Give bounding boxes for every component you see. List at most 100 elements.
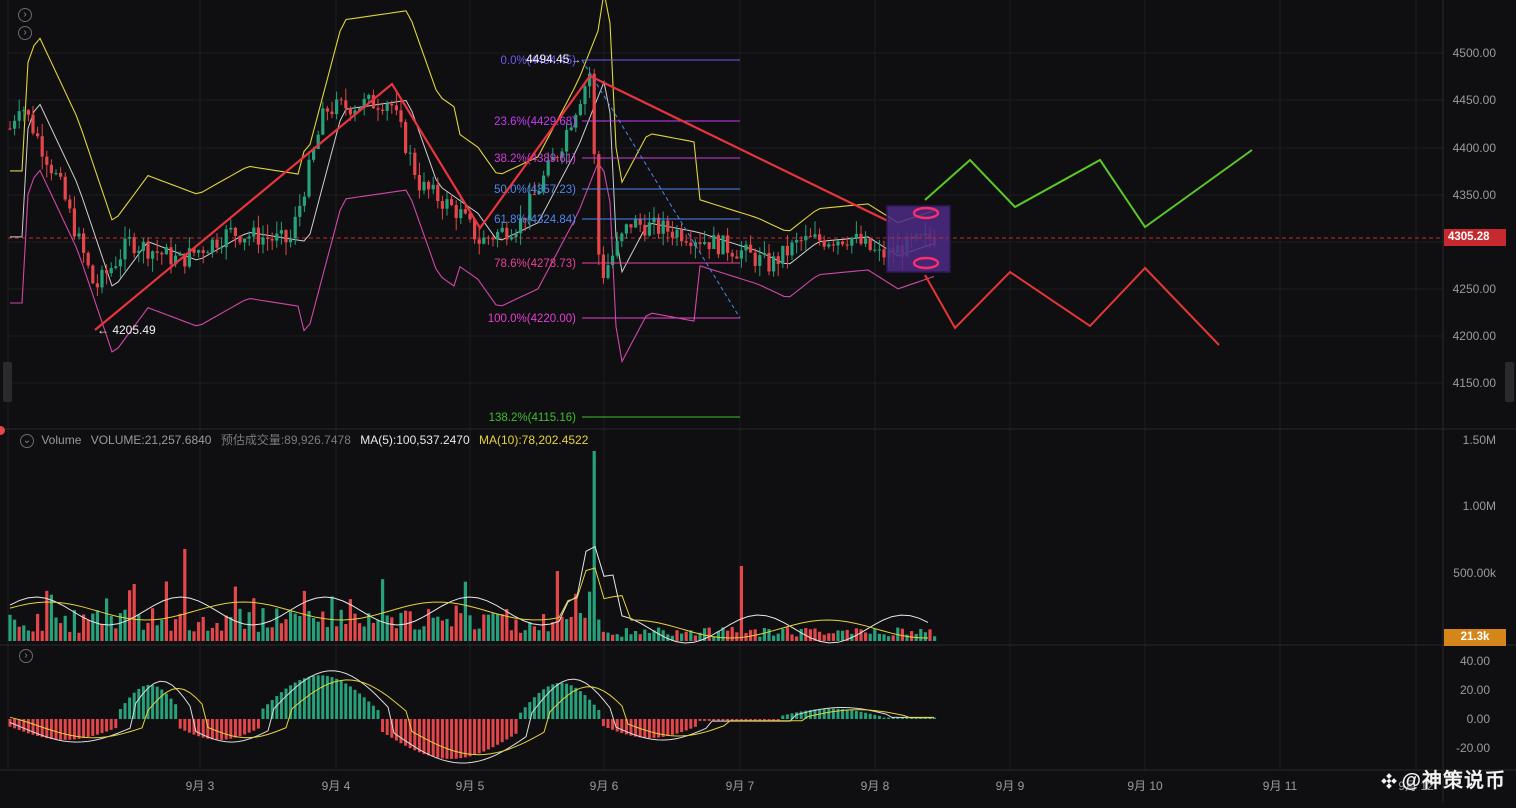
macd-histogram-bar [40,719,44,738]
candle-body [468,213,472,220]
macd-histogram-bar [661,719,665,737]
price-tick: 4450.00 [1453,93,1497,107]
volume-bar [482,614,486,641]
chevron-down-icon[interactable]: ⌄ [20,433,34,448]
volume-bar [684,631,688,641]
candle-body [155,251,159,253]
macd-histogram-bar [776,719,780,721]
candle-body [376,108,380,110]
macd-histogram-bar [928,717,932,719]
macd-histogram-bar [261,708,265,719]
volume-bar [233,586,237,641]
macd-histogram-bar [716,719,720,721]
candle-body [491,238,495,240]
volume-bar [721,627,725,641]
volume-bar [643,629,647,641]
volume-bar [371,622,375,641]
volume-bar [565,619,569,641]
macd-histogram-bar [611,719,615,730]
macd-histogram-bar [82,719,86,739]
candle-body [532,194,536,196]
collapse-icon[interactable]: › [18,8,32,22]
candle-body [146,241,150,259]
macd-histogram-bar [730,719,734,721]
candle-body [496,231,500,240]
candle-body [206,252,210,254]
volume-bar [229,616,233,641]
fibonacci-retracement: 0.0%(4494.45) 23.6%(4429.68) 38.2%(4389.61… [488,55,741,424]
macd-tick: -20.00 [1456,741,1490,755]
volume-bar [63,615,67,641]
candle-body [450,199,454,206]
candle-body [183,253,187,267]
candle-body [371,94,375,109]
macd-histogram-bar [675,719,679,734]
candle-body [611,255,615,266]
volume-bar [123,609,127,641]
macd-histogram-bar [808,709,812,719]
macd-histogram-bar [256,719,260,729]
candle-body [100,269,104,288]
left-panel-handle[interactable] [3,362,12,402]
macd-histogram-bar [431,719,435,757]
candle-body [850,237,854,246]
macd-histogram-bar [781,715,785,719]
macd-histogram-bar [698,719,702,721]
volume-bar [91,613,95,641]
macd-histogram-bar [169,698,173,719]
macd-histogram-bar [712,719,716,721]
candle-body [693,242,697,246]
volume-bar [105,598,109,641]
volume-bar [8,614,12,641]
candle-body [95,283,99,288]
macd-histogram-bar [26,719,30,734]
right-panel-handle[interactable] [1505,362,1514,402]
macd-histogram-bar [813,709,817,719]
alert-dot [0,426,5,435]
macd-histogram-bar [542,689,546,719]
macd-histogram-bar [17,719,21,731]
candle-body [247,236,251,239]
collapse-icon[interactable]: › [18,26,32,40]
macd-histogram-bar [381,719,385,733]
candle-body [151,251,155,259]
candle-body [859,233,863,244]
macd-histogram-bar [174,704,178,719]
macd-histogram-bar [68,719,72,740]
macd-histogram-bar [109,719,113,730]
price-tick: 4250.00 [1453,282,1497,296]
volume-bar [132,584,136,641]
volume-bar [454,605,458,641]
macd-histogram-bar [923,717,927,719]
volume-bar [302,590,306,641]
volume-bar [836,630,840,641]
candle-body [362,98,366,109]
macd-histogram-bar [519,712,523,719]
candle-body [105,269,109,274]
macd-histogram-bar [643,719,647,738]
volume-bar [445,618,449,641]
candle-body [735,256,739,259]
candle-body [270,239,274,241]
volume-axis: 1.50M 1.00M 500.00k [1453,433,1497,580]
macd-histogram-bar [500,719,504,743]
macd-histogram-bar [749,719,753,721]
time-tick: 9月 11 [1263,779,1298,793]
macd-histogram-bar [551,684,555,719]
candle-body [482,237,486,244]
price-tick: 4500.00 [1453,46,1497,60]
highlight-box [886,205,951,273]
macd-histogram-bar [59,719,63,740]
candle-body [459,209,463,219]
candle-body [137,250,141,254]
macd-collapse-icon[interactable]: › [19,649,33,663]
candle-body [799,240,803,242]
volume-bar [417,629,421,641]
macd-histogram-bar [854,710,858,719]
candle-body [634,219,638,228]
candle-body [118,259,122,267]
time-tick: 9月 12 [1398,779,1434,793]
volume-bar [749,630,753,641]
